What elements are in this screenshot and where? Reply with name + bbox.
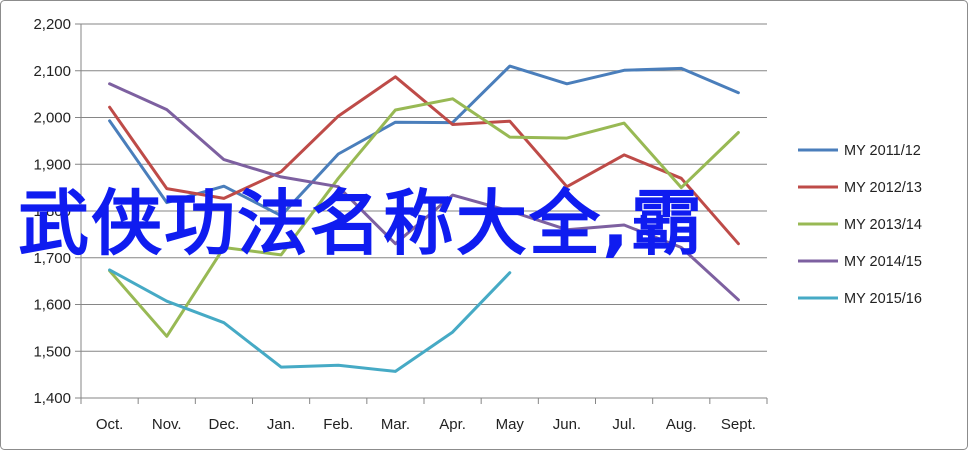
- x-tick-label: May: [496, 416, 525, 433]
- overlay-title-text: 武侠功法名称大全,霸: [18, 182, 704, 265]
- series-line-5: [108, 268, 512, 373]
- legend-label-2: MY 2012/13: [844, 180, 922, 196]
- x-tick-label: Jan.: [267, 416, 295, 433]
- x-tick-label: Dec.: [208, 416, 239, 433]
- x-tick-label: Jun.: [553, 416, 581, 433]
- legend-label-4: MY 2014/15: [844, 254, 922, 270]
- x-tick-label: Feb.: [323, 416, 353, 433]
- y-tick-label: 1,800: [33, 203, 71, 220]
- x-tick-label: Mar.: [381, 416, 410, 433]
- x-tick-label: Nov.: [152, 416, 182, 433]
- x-tick-label: Sept.: [721, 416, 756, 433]
- y-tick-label: 2,100: [33, 63, 71, 80]
- x-tick-label: Oct.: [96, 416, 124, 433]
- legend-label-3: MY 2013/14: [844, 217, 922, 233]
- x-tick-label: Apr.: [439, 416, 466, 433]
- legend-label-5: MY 2015/16: [844, 291, 922, 307]
- series-line-1: [108, 64, 740, 218]
- y-tick-label: 2,200: [33, 16, 71, 33]
- series-line-4: [108, 82, 740, 302]
- y-tick-label: 1,500: [33, 343, 71, 360]
- series-line-2: [108, 75, 740, 246]
- series-line-3: [108, 97, 740, 338]
- y-tick-label: 2,000: [33, 110, 71, 127]
- y-tick-label: 1,600: [33, 297, 71, 314]
- x-tick-label: Aug.: [666, 416, 697, 433]
- y-tick-label: 1,400: [33, 390, 71, 407]
- x-tick-label: Jul.: [612, 416, 635, 433]
- legend-label-1: MY 2011/12: [844, 143, 921, 159]
- y-tick-label: 1,900: [33, 156, 71, 173]
- y-tick-label: 1,700: [33, 250, 71, 267]
